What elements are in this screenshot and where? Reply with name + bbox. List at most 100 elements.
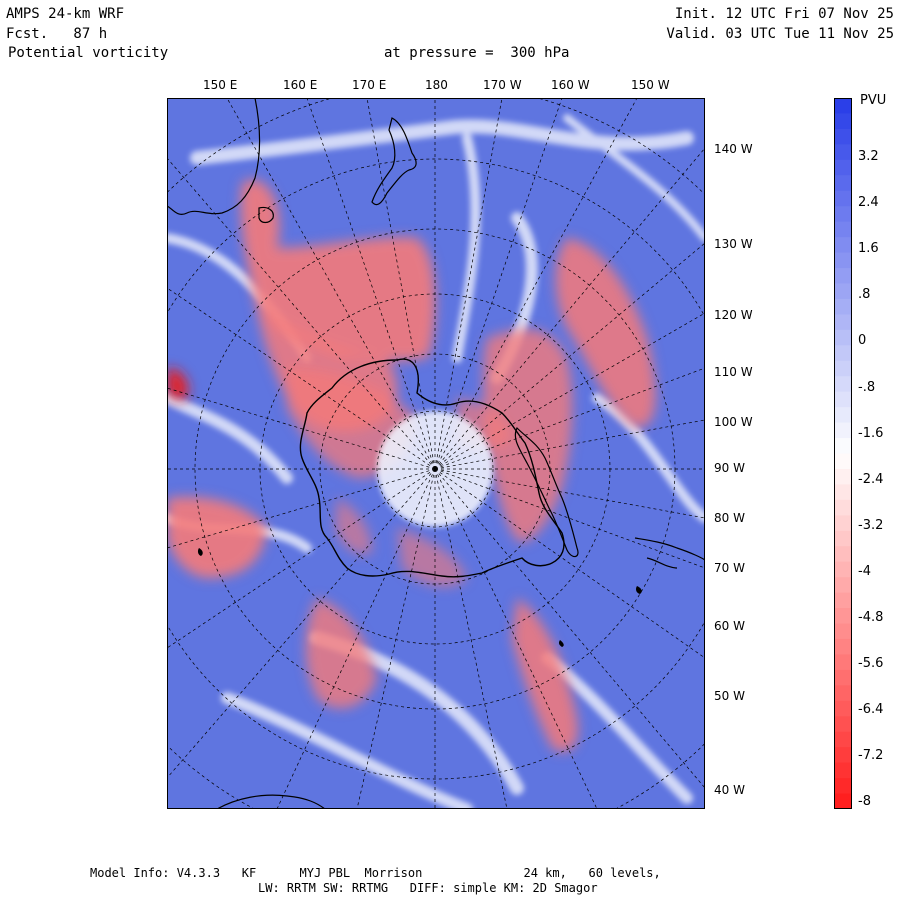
right-lon-label: 90 W bbox=[714, 461, 745, 475]
colorbar-tick-label: -6.4 bbox=[858, 702, 884, 718]
top-lon-label: 170 W bbox=[483, 78, 522, 92]
colorbar-cell bbox=[834, 422, 852, 439]
forecast-hour: Fcst. 87 h bbox=[6, 26, 108, 42]
colorbar-cell bbox=[834, 206, 852, 223]
colorbar-cell bbox=[834, 577, 852, 594]
colorbar-cell bbox=[834, 376, 852, 393]
map-frame bbox=[167, 98, 705, 809]
right-lon-label: 40 W bbox=[714, 783, 745, 797]
australia-coastline bbox=[167, 98, 261, 215]
graticule bbox=[167, 98, 705, 809]
colorbar-cell bbox=[834, 268, 852, 284]
colorbar-cell bbox=[834, 159, 852, 176]
colorbar-tick-label: -.8 bbox=[858, 379, 876, 395]
island-outline bbox=[197, 548, 203, 556]
colorbar-cell bbox=[834, 298, 852, 315]
new-zealand-coastline bbox=[371, 117, 417, 206]
colorbar-cell bbox=[834, 669, 852, 686]
right-lon-label: 100 W bbox=[714, 415, 753, 429]
colorbar-unit: PVU bbox=[860, 93, 887, 108]
colorbar-cell bbox=[834, 793, 852, 809]
colorbar-tick-label: -4.8 bbox=[858, 610, 884, 625]
init-time: Init. 12 UTC Fri 07 Nov 25 bbox=[674, 6, 894, 22]
colorbar-cell bbox=[834, 700, 852, 717]
valid-time: Valid. 03 UTC Tue 11 Nov 25 bbox=[666, 26, 894, 42]
colorbar-cell bbox=[834, 252, 852, 269]
colorbar-cell bbox=[834, 685, 852, 702]
right-lon-label: 80 W bbox=[714, 511, 745, 525]
colorbar-cell bbox=[834, 237, 852, 254]
colorbar-cell bbox=[834, 98, 852, 114]
colorbar-cell bbox=[834, 747, 852, 764]
colorbar-tick-label: 1.6 bbox=[858, 241, 879, 257]
colorbar-cell bbox=[834, 221, 852, 238]
top-lon-label: 160 W bbox=[551, 78, 590, 92]
colorbar-cell bbox=[834, 438, 852, 454]
model-physics: LW: RRTM SW: RRTMG DIFF: simple KM: 2D S… bbox=[258, 881, 598, 895]
colorbar-cell bbox=[834, 530, 852, 547]
antarctica-coastline bbox=[299, 358, 565, 578]
right-lon-label: 140 W bbox=[714, 142, 753, 156]
island-outline bbox=[558, 640, 564, 647]
pv-map bbox=[167, 98, 705, 809]
colorbar-tick-label: -5.6 bbox=[858, 656, 884, 672]
colorbar-cell bbox=[834, 592, 852, 609]
colorbar-cell bbox=[834, 113, 852, 130]
colorbar-tick-label: .8 bbox=[858, 287, 871, 303]
colorbar-cell bbox=[834, 731, 852, 748]
island-outline bbox=[636, 586, 642, 594]
colorbar-cell bbox=[834, 407, 852, 424]
colorbar-cell bbox=[834, 638, 852, 655]
tasmania-coastline bbox=[258, 206, 274, 224]
colorbar-tick-label: -3.2 bbox=[858, 517, 884, 533]
colorbar-cell bbox=[834, 546, 852, 563]
colorbar-tick-label: 2.4 bbox=[858, 195, 879, 211]
colorbar-cell bbox=[834, 283, 852, 300]
top-lon-label: 170 E bbox=[352, 78, 387, 92]
top-lon-label: 180 bbox=[425, 78, 448, 92]
colorbar-cell bbox=[834, 314, 852, 331]
colorbar-tick-label: -8 bbox=[858, 794, 871, 810]
colorbar-cell bbox=[834, 484, 852, 501]
colorbar-cell bbox=[834, 654, 852, 671]
model-title: AMPS 24-km WRF bbox=[6, 6, 125, 22]
colorbar-cell bbox=[834, 515, 852, 532]
right-lon-label: 60 W bbox=[714, 619, 745, 633]
model-info: Model Info: V4.3.3 KF MYJ PBL Morrison 2… bbox=[90, 866, 661, 880]
colorbar-cell bbox=[834, 128, 852, 145]
antarctic-peninsula bbox=[514, 426, 579, 558]
colorbar-cell bbox=[834, 391, 852, 408]
right-lon-label: 70 W bbox=[714, 561, 745, 575]
colorbar-cell bbox=[834, 762, 852, 779]
colorbar bbox=[834, 98, 852, 809]
top-lon-label: 160 E bbox=[283, 78, 318, 92]
field-name: Potential vorticity bbox=[8, 45, 169, 61]
colorbar-tick-label: -1.6 bbox=[858, 425, 884, 441]
colorbar-cell bbox=[834, 623, 852, 640]
colorbar-cell bbox=[834, 329, 852, 346]
colorbar-cell bbox=[834, 360, 852, 377]
top-lon-label: 150 E bbox=[203, 78, 238, 92]
right-lon-label: 50 W bbox=[714, 689, 745, 703]
colorbar-cell bbox=[834, 561, 852, 578]
top-lon-label: 150 W bbox=[631, 78, 670, 92]
colorbar-cell bbox=[834, 778, 852, 795]
pressure-level: at pressure = 300 hPa bbox=[384, 45, 570, 61]
right-lon-label: 110 W bbox=[714, 365, 753, 379]
right-lon-label: 120 W bbox=[714, 308, 753, 322]
colorbar-cell bbox=[834, 175, 852, 192]
colorbar-cell bbox=[834, 144, 852, 161]
colorbar-tick-label: 3.2 bbox=[858, 149, 879, 164]
colorbar-cell bbox=[834, 345, 852, 362]
colorbar-cell bbox=[834, 608, 852, 625]
south-america-coastline bbox=[634, 537, 705, 569]
colorbar-cell bbox=[834, 468, 852, 485]
africa-coastline bbox=[216, 794, 326, 809]
colorbar-cell bbox=[834, 716, 852, 733]
colorbar-cell bbox=[834, 190, 852, 207]
colorbar-tick-label: -7.2 bbox=[858, 748, 884, 764]
colorbar-tick-label: -2.4 bbox=[858, 471, 884, 487]
colorbar-tick-label: -4 bbox=[858, 563, 871, 579]
colorbar-tick-label: 0 bbox=[858, 333, 867, 349]
colorbar-cell bbox=[834, 499, 852, 516]
